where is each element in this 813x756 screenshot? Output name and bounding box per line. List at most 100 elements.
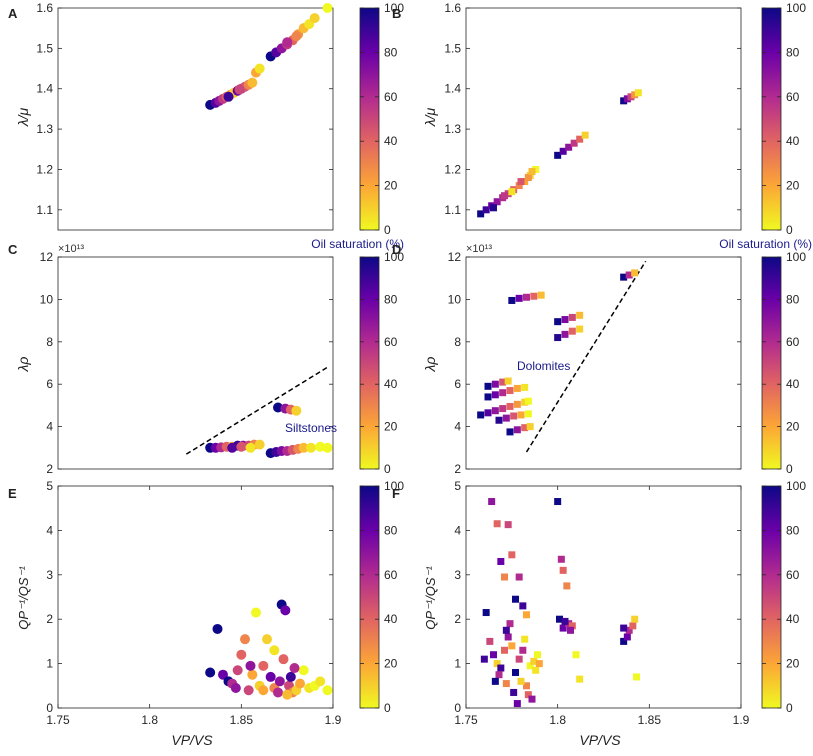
data-point (634, 89, 642, 97)
y-tick-label: 2 (454, 462, 461, 476)
data-point (554, 498, 562, 506)
data-point (517, 411, 525, 419)
trend-line (185, 366, 328, 455)
y-tick-label: 10 (448, 292, 462, 306)
colorbar-F: 0 20 40 60 80 100 (761, 479, 806, 715)
data-point (559, 566, 567, 574)
y-tick-label: 4 (46, 420, 53, 434)
colorbar-tick-label: 60 (384, 568, 398, 582)
data-point (519, 646, 527, 654)
data-point (568, 327, 576, 335)
data-point (309, 13, 320, 24)
data-point (537, 291, 545, 299)
y-tick-label: 1.5 (444, 41, 461, 55)
y-tick-label: 0 (454, 701, 461, 715)
y-tick-label: 8 (46, 335, 53, 349)
data-point (482, 206, 490, 214)
data-point (251, 607, 261, 618)
y-tick-label: 6 (454, 377, 461, 391)
panel-letter-E: E (8, 486, 17, 501)
data-point (510, 688, 518, 696)
data-point (493, 660, 501, 668)
data-point (528, 695, 536, 703)
data-point (493, 198, 501, 206)
panel-letter-F: F (392, 486, 400, 501)
colorbar-tick-label: 100 (786, 1, 806, 15)
colorbar-tick-label: 20 (786, 657, 800, 671)
data-point (501, 192, 508, 200)
plot-area-F: 0 1 2 3 4 5 1.75 1.8 1.85 1.9 (454, 479, 749, 727)
data-point (322, 442, 333, 453)
data-point (501, 646, 508, 654)
colorbar-B: 0 20 40 60 80 100 (761, 1, 806, 237)
colorbar-gradient (359, 485, 380, 709)
colorbar-tick-label: 60 (786, 90, 800, 104)
colorbar-tick-label: 40 (384, 612, 398, 626)
data-point (508, 642, 516, 650)
plot-area-E: 0 1 2 3 4 5 1.75 1.8 1.85 1.9 (46, 479, 341, 727)
y-tick-label: 12 (40, 250, 54, 264)
panel-C: C ×10¹³ 2 4 6 8 10 12 λρ Siltstones 0 20 40 60 80… (8, 242, 404, 476)
data-point (524, 691, 532, 699)
data-point (236, 441, 247, 452)
y-tick-label: 4 (454, 420, 461, 434)
axes-frame (57, 485, 334, 709)
y-tick-label: 1.6 (444, 1, 461, 15)
y-tick-label: 1.2 (444, 162, 461, 176)
colorbar-tick-label: 0 (786, 462, 793, 476)
data-point (576, 311, 584, 319)
data-point (491, 407, 499, 415)
data-point (484, 382, 492, 390)
data-point (631, 269, 639, 277)
data-point (524, 397, 532, 405)
data-point (236, 649, 247, 660)
data-point (240, 634, 250, 645)
colorbar-tick-label: 0 (384, 462, 391, 476)
data-point (212, 623, 223, 634)
data-point (490, 651, 497, 659)
data-point (247, 669, 258, 680)
data-point (262, 634, 272, 645)
xlabel-F: VP/VS (579, 732, 621, 748)
y-tick-label: 5 (46, 479, 53, 493)
data-point (282, 689, 293, 700)
data-point (497, 557, 505, 565)
data-point (315, 676, 326, 687)
data-point (523, 293, 530, 301)
data-point (623, 633, 631, 641)
data-point (254, 63, 265, 74)
data-point (247, 77, 258, 88)
y-tick-label: 1 (454, 657, 461, 671)
data-point (506, 387, 514, 395)
colorbar-tick-label: 40 (786, 612, 800, 626)
annotation-siltstones: Siltstones (285, 421, 337, 435)
colorbar-tick-label: 0 (384, 223, 391, 237)
y-tick-label: 2 (454, 612, 461, 626)
data-point (620, 97, 628, 105)
data-point (306, 442, 316, 453)
data-point (502, 680, 510, 688)
data-point (524, 410, 532, 418)
plot-area-D: 2 4 6 8 10 12 (448, 250, 742, 476)
axes-frame (57, 256, 334, 470)
exponent-label-C: ×10¹³ (58, 243, 84, 255)
y-tick-label: 1.5 (36, 41, 53, 55)
data-point (515, 655, 523, 663)
data-point (232, 665, 243, 676)
data-point (535, 660, 543, 668)
colorbar-tick-label: 60 (786, 568, 800, 582)
data-point (482, 609, 490, 617)
colorbar-tick-label: 40 (384, 134, 398, 148)
colorbar-tick-label: 40 (786, 134, 800, 148)
trend-line (525, 260, 647, 453)
y-tick-label: 1.1 (36, 203, 53, 217)
y-tick-label: 2 (46, 462, 53, 476)
x-tick-label: 1.85 (638, 713, 662, 727)
colorbar-tick-label: 80 (786, 523, 800, 537)
data-point (490, 204, 497, 212)
y-tick-label: 1.6 (36, 1, 53, 15)
data-point (315, 441, 326, 452)
data-point (581, 131, 589, 139)
data-point (258, 685, 269, 696)
colorbar-tick-label: 100 (786, 479, 806, 493)
